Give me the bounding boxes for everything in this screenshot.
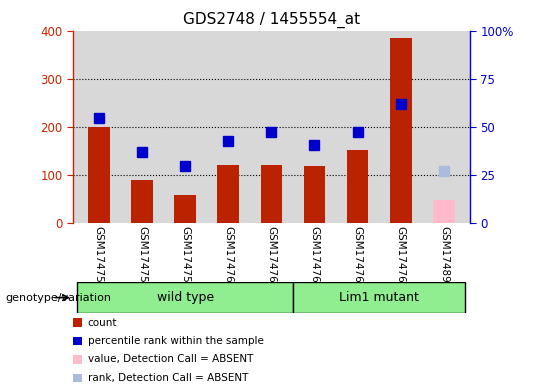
Bar (433, 200, 455, 223)
Bar (293, 282, 465, 313)
Text: rank, Detection Call = ABSENT: rank, Detection Call = ABSENT (88, 373, 248, 383)
Text: genotype/variation: genotype/variation (5, 293, 111, 303)
Bar (261, 165, 282, 223)
Text: GSM174761: GSM174761 (266, 226, 276, 289)
Text: GSM174760: GSM174760 (223, 226, 233, 289)
Bar (88, 127, 110, 223)
Text: GSM174763: GSM174763 (353, 226, 363, 289)
Text: value, Detection Call = ABSENT: value, Detection Call = ABSENT (88, 354, 253, 364)
Bar (77, 282, 293, 313)
Bar (303, 166, 325, 223)
Bar (347, 150, 368, 223)
Bar (390, 38, 411, 223)
Text: GSM174758: GSM174758 (137, 226, 147, 289)
Text: percentile rank within the sample: percentile rank within the sample (88, 336, 264, 346)
Bar (218, 165, 239, 223)
Text: wild type: wild type (157, 291, 214, 304)
Text: GSM174764: GSM174764 (396, 226, 406, 289)
Title: GDS2748 / 1455554_at: GDS2748 / 1455554_at (183, 12, 360, 28)
Text: GSM174762: GSM174762 (309, 226, 320, 289)
Text: GSM174757: GSM174757 (94, 226, 104, 289)
Text: GSM174759: GSM174759 (180, 226, 190, 289)
Text: GSM174891: GSM174891 (439, 226, 449, 289)
Text: Lim1 mutant: Lim1 mutant (339, 291, 419, 304)
Bar (174, 195, 196, 223)
Text: count: count (88, 318, 117, 328)
Bar (131, 180, 153, 223)
